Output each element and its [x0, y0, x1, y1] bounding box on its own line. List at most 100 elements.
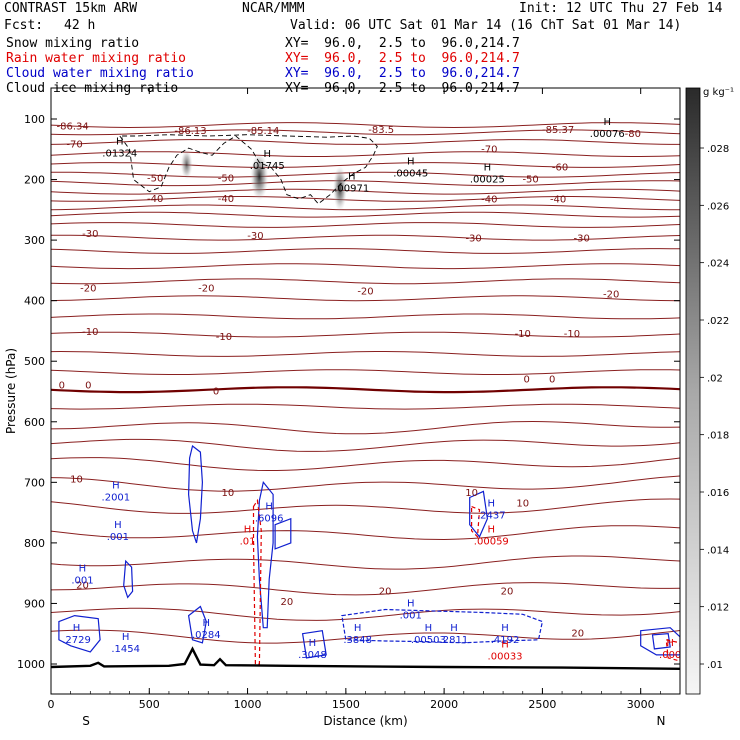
- snow-max-h-marker: H: [116, 137, 124, 148]
- colorbar-tick-label: .018: [707, 431, 729, 442]
- field-snow-name: Snow mixing ratio: [6, 36, 140, 51]
- cloud-water-max-value: .6096: [255, 514, 284, 525]
- snow-max-h-marker: H: [348, 172, 356, 183]
- y-tick-label: 200: [24, 174, 45, 187]
- isotherm-line: [51, 607, 680, 621]
- x-tick-label: 2000: [430, 698, 458, 711]
- isotherm-label: -70: [66, 139, 82, 150]
- isotherm-line: [51, 498, 680, 514]
- isotherm-label: 0: [523, 374, 529, 385]
- cloud-water-max-value: .2811: [440, 635, 469, 646]
- isotherm-label: -20: [603, 290, 619, 301]
- cloud-water-max-h-marker: H: [112, 480, 120, 491]
- cloud-water-max-value: .2437: [477, 511, 506, 522]
- snow-max-value: .00025: [470, 175, 505, 186]
- north-label: N: [657, 714, 666, 728]
- cloud-water-max-h-marker: H: [265, 502, 273, 513]
- snow-max-value: .00045: [393, 169, 428, 180]
- isotherm-line: [51, 313, 680, 320]
- x-tick-label: 0: [48, 698, 55, 711]
- rain-max-value: .000: [659, 650, 681, 661]
- isotherm-label: 20: [76, 580, 89, 591]
- isotherm-label: -50: [218, 173, 234, 184]
- cloud-water-max-value: .3848: [343, 635, 372, 646]
- isotherm-label: 20: [379, 586, 392, 597]
- isotherm-line: [51, 457, 680, 471]
- isotherm-line: [51, 188, 680, 195]
- x-tick-label: 1500: [332, 698, 360, 711]
- south-label: S: [82, 714, 90, 728]
- cloud-water-max-value: .00503: [411, 635, 446, 646]
- cloud-water-max-value: .001: [107, 532, 129, 543]
- colorbar-tick-label: .016: [707, 488, 729, 499]
- cloud-water-max-h-marker: H: [488, 499, 496, 510]
- isotherm-label: -20: [357, 287, 373, 298]
- rain-water-contour: [665, 639, 680, 662]
- cloud-water-contour: [123, 559, 134, 599]
- cloud-water-contour: [256, 480, 274, 629]
- cloud-water-max-h-marker: H: [309, 638, 317, 649]
- isotherm-label: -50: [147, 173, 163, 184]
- temperature-isotherms: [51, 122, 680, 644]
- snow-max-h-marker: H: [604, 117, 612, 128]
- colorbar-tick-label: .012: [707, 603, 729, 614]
- cloud-water-contour: [187, 605, 207, 644]
- y-tick-label: 800: [24, 537, 45, 550]
- y-tick-label: 400: [24, 295, 45, 308]
- rain-water-contours: [252, 498, 680, 665]
- isotherm-line: [51, 162, 680, 168]
- isotherm-line: [51, 263, 680, 270]
- isotherm-label: -50: [522, 175, 538, 186]
- colorbar-tick-label: .01: [707, 660, 723, 671]
- colorbar: [685, 87, 701, 695]
- isotherm-label: 10: [70, 474, 83, 485]
- isotherm-label: -10: [216, 332, 232, 343]
- y-tick-label: 900: [24, 597, 45, 610]
- terrain-line: [51, 646, 680, 670]
- cloud-water-contour: [651, 633, 671, 650]
- isotherm-line: [51, 278, 680, 285]
- isotherm-label: -40: [550, 195, 566, 206]
- valid-time: Valid: 06 UTC Sat 01 Mar 14 (16 ChT Sat …: [290, 18, 682, 33]
- cloud-water-max-value: .0284: [192, 630, 221, 641]
- isotherm-label: -10: [515, 329, 531, 340]
- y-tick-label: 300: [24, 234, 45, 247]
- isotherm-line: [51, 180, 680, 187]
- isotherm-line: [51, 122, 680, 129]
- isotherm-label: 20: [501, 586, 514, 597]
- isotherm-line: [51, 129, 680, 136]
- isotherm-line: [51, 151, 680, 157]
- x-tick-label: 1000: [234, 698, 262, 711]
- isotherm-label: 10: [516, 499, 529, 510]
- isotherm-label: -20: [80, 284, 96, 295]
- isotherm-label: -80: [625, 129, 641, 140]
- isotherm-line: [51, 139, 680, 145]
- cloud-water-max-h-marker: H: [203, 618, 211, 629]
- isotherm-line: [51, 248, 680, 254]
- isotherm-line: [51, 331, 680, 338]
- model-title: CONTRAST 15km ARW: [4, 1, 138, 16]
- cloud-water-contour: [301, 630, 327, 659]
- y-tick-label: 700: [24, 476, 45, 489]
- rain-max-value: .00059: [474, 537, 509, 548]
- isotherm-zero: [51, 386, 680, 394]
- isotherm-label: -10: [82, 327, 98, 338]
- x-tick-label: 500: [139, 698, 160, 711]
- rain-max-value: .00033: [488, 652, 523, 663]
- colorbar-tick-label: .014: [707, 545, 729, 556]
- cloud-water-contour: [187, 444, 204, 544]
- isotherm-label: -85.14: [247, 126, 279, 137]
- snow-shading-blob: [180, 149, 193, 180]
- rain-max-value: .01: [240, 537, 256, 548]
- colorbar-tick-label: .02: [707, 373, 723, 384]
- field-rain-name: Rain water mixing ratio: [6, 51, 187, 66]
- rain-water-contour: [252, 498, 262, 665]
- isotherm-line: [51, 403, 680, 410]
- isotherm-line: [51, 350, 680, 357]
- isotherm-line: [51, 171, 680, 178]
- isotherm-line: [51, 420, 680, 435]
- cloud-water-max-h-marker: H: [450, 623, 458, 634]
- snow-max-value: .01745: [250, 161, 285, 172]
- isotherm-line: [51, 204, 680, 211]
